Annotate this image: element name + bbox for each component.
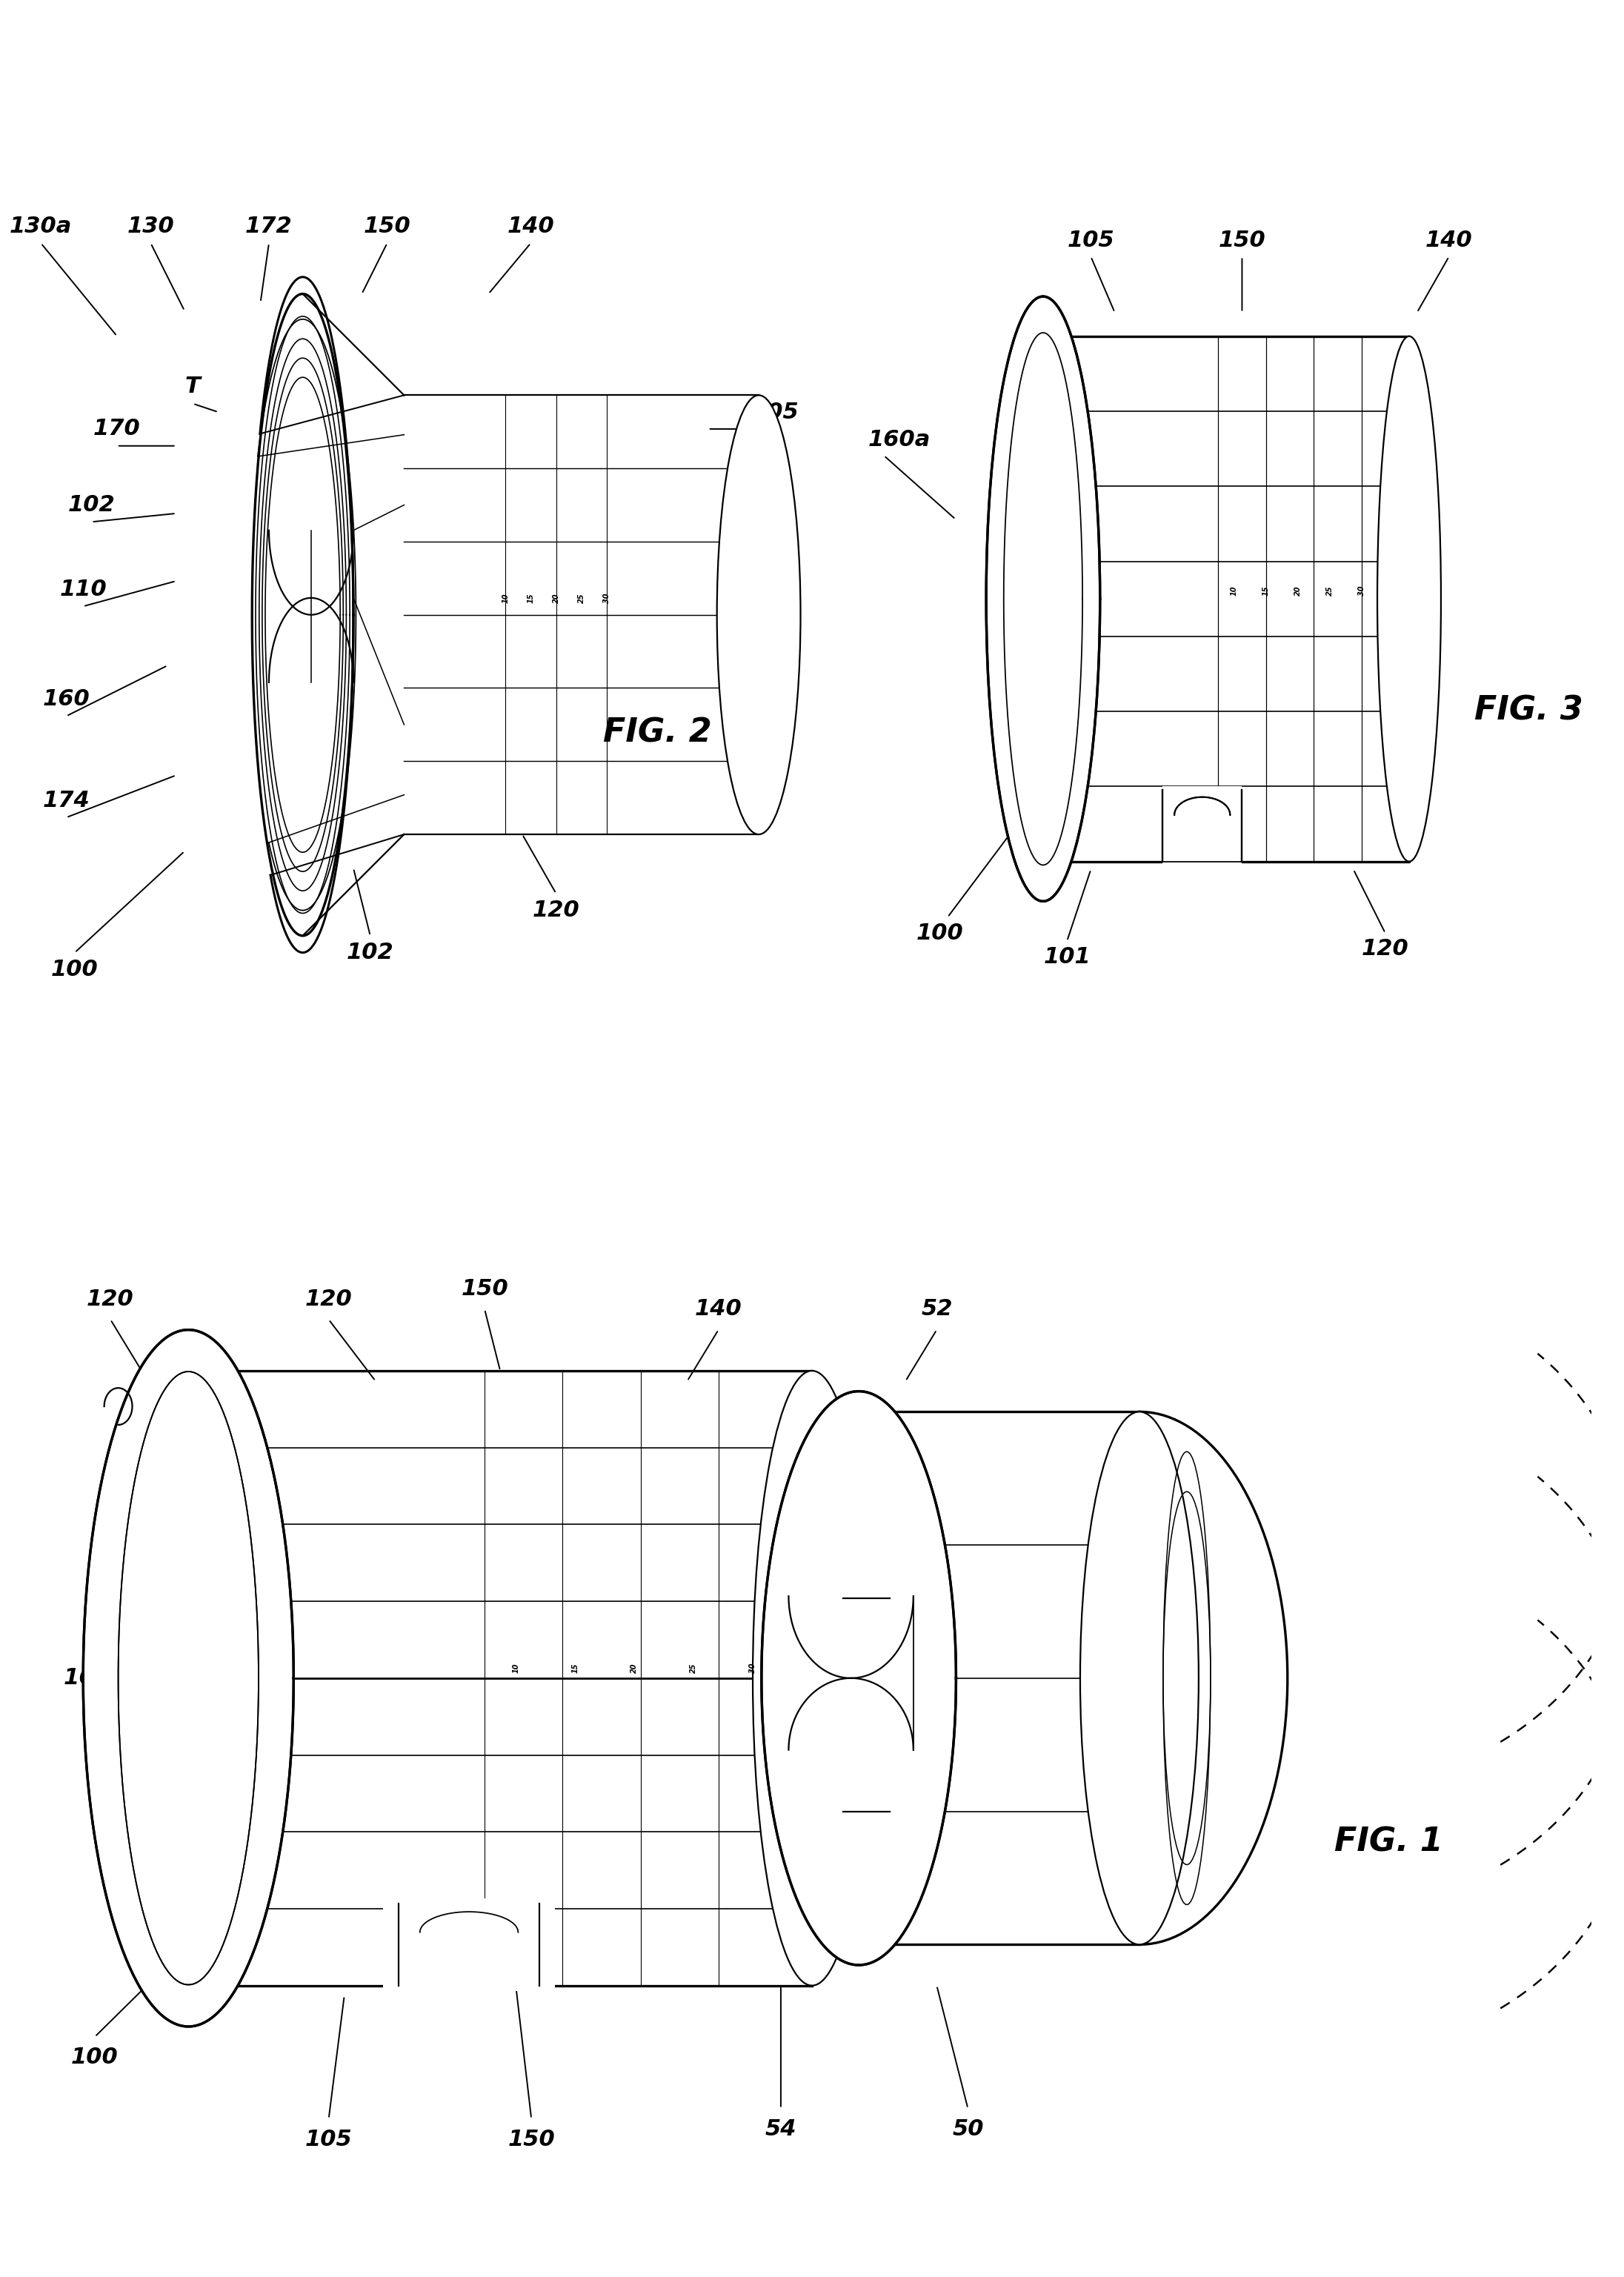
Text: 140: 140 (695, 1298, 742, 1321)
Text: 160a: 160a (63, 1667, 127, 1690)
Text: 56: 56 (828, 1523, 859, 1546)
Text: 101: 101 (1043, 947, 1091, 968)
Text: 120: 120 (1361, 938, 1410, 961)
Ellipse shape (762, 1391, 957, 1965)
Ellipse shape (716, 396, 801, 833)
Ellipse shape (1080, 1412, 1199, 1945)
Text: 105: 105 (1067, 230, 1114, 250)
Text: 15: 15 (1262, 585, 1270, 597)
Text: 30: 30 (1358, 585, 1366, 597)
Text: 120: 120 (533, 899, 580, 922)
Text: 10: 10 (502, 592, 508, 603)
Text: 100: 100 (916, 922, 963, 945)
Text: 30: 30 (749, 1662, 757, 1674)
Text: 120: 120 (305, 1289, 352, 1309)
Text: 140: 140 (1426, 230, 1473, 250)
Ellipse shape (1377, 337, 1440, 861)
Text: 130a: 130a (10, 216, 71, 237)
Text: FIG. 1: FIG. 1 (1335, 1826, 1444, 1858)
Text: 54: 54 (765, 2118, 796, 2140)
Text: 130: 130 (127, 216, 174, 237)
Text: 15: 15 (572, 1662, 578, 1674)
Bar (383, 1899, 555, 1990)
Ellipse shape (83, 1330, 294, 2027)
Text: 105: 105 (752, 401, 799, 424)
Text: 100: 100 (50, 959, 99, 981)
Text: FIG. 3: FIG. 3 (1475, 694, 1583, 726)
Text: 10: 10 (1231, 585, 1237, 597)
FancyBboxPatch shape (1163, 786, 1242, 865)
Text: 110: 110 (60, 578, 107, 601)
Text: FIG. 2: FIG. 2 (603, 717, 711, 749)
Text: 160a: 160a (867, 428, 931, 451)
Text: 25: 25 (578, 592, 585, 603)
Text: 20: 20 (630, 1662, 638, 1674)
Text: 25: 25 (690, 1662, 697, 1674)
Text: 52: 52 (921, 1298, 952, 1321)
Text: 150: 150 (364, 216, 411, 237)
Text: 102: 102 (68, 494, 115, 515)
Text: 100: 100 (71, 2047, 119, 2068)
Text: 20: 20 (552, 592, 560, 603)
Text: 150: 150 (508, 2129, 555, 2149)
Text: 102: 102 (346, 943, 395, 963)
Text: 105: 105 (305, 2129, 352, 2149)
Text: 160: 160 (42, 688, 89, 710)
Text: 15: 15 (528, 592, 534, 603)
Text: T: T (185, 376, 201, 398)
Text: 172: 172 (245, 216, 292, 237)
Ellipse shape (754, 1371, 870, 1986)
Text: 170: 170 (93, 419, 141, 439)
Text: 10: 10 (512, 1662, 520, 1674)
Ellipse shape (986, 296, 1099, 902)
Text: 30: 30 (603, 592, 611, 603)
Text: 50: 50 (952, 2118, 984, 2140)
Text: 150: 150 (1218, 230, 1265, 250)
Text: 20: 20 (1294, 585, 1301, 597)
Text: 25: 25 (1325, 585, 1333, 597)
Text: 120: 120 (86, 1289, 135, 1309)
Text: 174: 174 (42, 790, 89, 811)
Text: 150: 150 (461, 1277, 508, 1300)
Text: 140: 140 (507, 216, 554, 237)
